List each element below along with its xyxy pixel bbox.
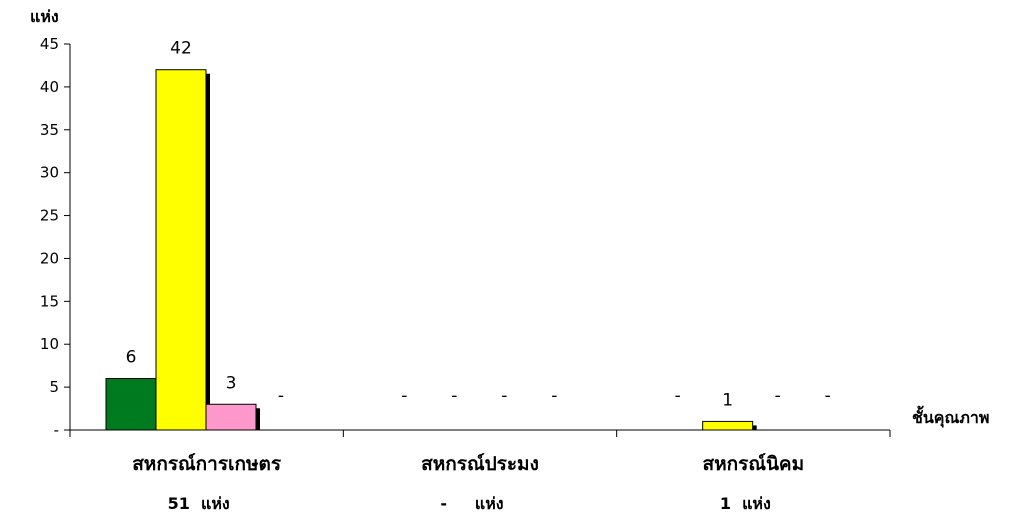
bar-value-label: - (451, 386, 457, 406)
y-tick-label: 40 (40, 78, 59, 96)
y-tick-label: 10 (40, 335, 59, 353)
bar (105, 378, 157, 431)
y-tick-label: 5 (49, 378, 59, 396)
bar-value-label: - (675, 386, 681, 406)
bar (205, 403, 257, 431)
category-total: 51 แห่ง (168, 494, 230, 513)
bar-value-label: 3 (226, 373, 237, 393)
category-total: 1 แห่ง (720, 494, 771, 513)
bar-value-label: 6 (126, 348, 137, 368)
bar (702, 420, 754, 431)
y-tick-label: 30 (40, 164, 59, 182)
bar (155, 69, 207, 431)
bar-value-label: - (775, 386, 781, 406)
bar-value-label: - (401, 386, 407, 406)
y-tick-label: 15 (40, 292, 59, 310)
y-tick-label: 25 (40, 207, 59, 225)
category-total: - แห่ง (440, 494, 503, 513)
category-label: สหกรณ์การเกษตร (132, 453, 282, 475)
y-axis-title: แห่ง (30, 7, 59, 26)
y-tick-label: - (54, 421, 59, 439)
bar-value-label: 42 (170, 39, 192, 59)
y-tick-label: 35 (40, 121, 59, 139)
category-label: สหกรณ์นิคม (702, 453, 804, 475)
x-axis-title: ชั้นคุณภาพ (912, 405, 989, 428)
bar-value-label: - (825, 386, 831, 406)
category-label: สหกรณ์ประมง (421, 453, 539, 475)
bar-value-label: - (278, 386, 284, 406)
y-tick-label: 45 (40, 35, 59, 53)
bar-value-label: - (551, 386, 557, 406)
y-tick-label: 20 (40, 249, 59, 267)
bar-value-label: - (501, 386, 507, 406)
bar-value-label: 1 (722, 390, 733, 410)
